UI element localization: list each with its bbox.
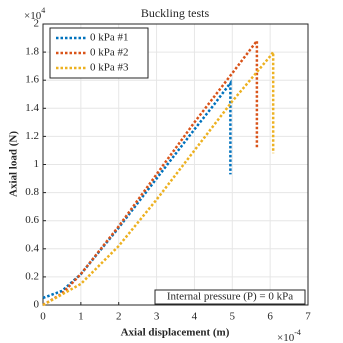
x-tick-label: 3 (154, 311, 160, 323)
y-tick-label: 0.4 (25, 242, 39, 254)
y-tick-label: 1.2 (25, 130, 39, 142)
y-tick-label: 0 (34, 299, 40, 311)
annotation-box (154, 289, 306, 305)
x-multiplier-base: ×10 (277, 332, 295, 343)
plot-frame (42, 23, 309, 306)
series-line (42, 79, 232, 300)
x-tick-label: 0 (40, 311, 46, 323)
x-tick-label: 7 (305, 311, 311, 323)
legend-label: 0 kPa #2 (90, 47, 129, 59)
x-tick-label: 5 (230, 311, 236, 323)
y-tick-label: 1.6 (25, 74, 39, 86)
chart-title: Buckling tests (141, 6, 210, 20)
y-multiplier-base: ×10 (24, 10, 42, 22)
x-axis-label: Axial displacement (m) (121, 327, 230, 339)
x-tick-label: 1 (78, 311, 84, 323)
y-tick-label: 1.8 (25, 46, 39, 58)
y-tick-label: 1.4 (25, 102, 39, 114)
y-multiplier-power: 4 (41, 6, 45, 15)
x-multiplier: ×10-4 (277, 328, 301, 343)
x-multiplier-power: -4 (294, 328, 301, 337)
y-axis-label: Axial load (N) (8, 131, 20, 197)
y-tick-label: 0.8 (25, 186, 39, 198)
x-tick-label: 2 (116, 311, 122, 323)
y-tick-label: 0.6 (25, 214, 39, 226)
y-tick-label: 1 (34, 158, 40, 170)
legend-label: 0 kPa #3 (90, 62, 129, 74)
series-line (42, 48, 275, 307)
x-tick-label: 6 (267, 311, 273, 323)
y-tick-label: 0.2 (25, 270, 39, 282)
legend-label: 0 kPa #1 (90, 32, 129, 44)
annotation: Internal pressure (P) = 0 kPa (167, 291, 293, 303)
y-multiplier: ×104 (24, 6, 45, 22)
y-tick-label: 2 (34, 18, 40, 30)
x-tick-label: 4 (192, 311, 198, 323)
